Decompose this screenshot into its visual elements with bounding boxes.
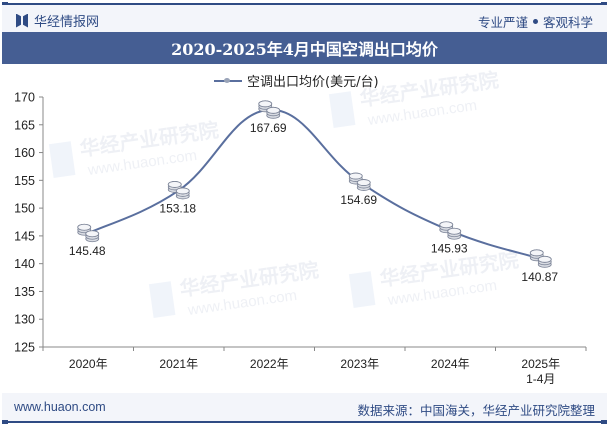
data-label: 145.93 <box>431 242 468 256</box>
y-tick-label: 135 <box>14 285 35 299</box>
legend: 空调出口均价(美元/台) <box>214 71 379 90</box>
data-label: 153.18 <box>159 201 196 215</box>
header-band: 华经情报网 专业严谨 客观科学 <box>2 5 607 32</box>
legend-label: 空调出口均价(美元/台) <box>247 75 379 90</box>
brand: 华经情报网 <box>16 11 99 30</box>
footer-band: www.huaon.com 数据来源：中国海关，华经产业研究院整理 <box>2 393 607 421</box>
motto-right: 客观科学 <box>542 15 593 30</box>
x-tick-label: 2021年 <box>159 357 198 371</box>
x-tick-label: 2022年 <box>250 357 289 371</box>
footer-source: 数据来源：中国海关，华经产业研究院整理 <box>357 403 595 418</box>
x-tick-label: 2024年 <box>431 357 470 371</box>
y-tick-label: 160 <box>14 146 35 160</box>
data-point-marker-icon <box>167 181 190 200</box>
bottom-rule <box>2 420 607 424</box>
data-label: 140.87 <box>521 270 558 284</box>
y-tick-label: 125 <box>14 341 35 355</box>
data-point-marker-icon <box>258 100 281 119</box>
y-tick-label: 150 <box>14 202 35 216</box>
data-label: 145.48 <box>69 244 106 258</box>
data-point-marker-icon <box>529 249 552 268</box>
y-tick-label: 170 <box>14 91 35 105</box>
bullet-dot-icon <box>532 19 538 24</box>
y-tick-label: 145 <box>14 229 35 243</box>
data-point-marker-icon <box>439 221 462 240</box>
chart-title-bar: 2020-2025年4月中国空调出口均价 <box>2 32 607 64</box>
legend-line-marker-icon <box>214 77 242 83</box>
y-tick-label: 155 <box>14 174 35 188</box>
motto: 专业严谨 客观科学 <box>478 12 593 31</box>
brand-logo-icon <box>16 13 28 28</box>
data-label: 167.69 <box>250 121 287 135</box>
footer-url: www.huaon.com <box>14 400 106 414</box>
data-point-marker-icon <box>348 172 371 191</box>
x-tick-label: 2023年 <box>340 357 379 371</box>
y-tick-label: 140 <box>14 257 35 271</box>
motto-left: 专业严谨 <box>477 15 528 30</box>
y-tick-label: 130 <box>14 313 35 327</box>
x-tick-label: 1-4月 <box>526 372 555 386</box>
data-point-marker-icon <box>77 223 100 243</box>
data-label: 154.69 <box>340 193 377 207</box>
top-rule <box>2 2 607 6</box>
x-tick-label: 2025年 <box>521 357 560 371</box>
y-tick-label: 165 <box>14 118 35 132</box>
chart-title: 2020-2025年4月中国空调出口均价 <box>171 40 438 59</box>
x-tick-label: 2020年 <box>69 357 108 371</box>
brand-name: 华经情报网 <box>34 15 100 30</box>
